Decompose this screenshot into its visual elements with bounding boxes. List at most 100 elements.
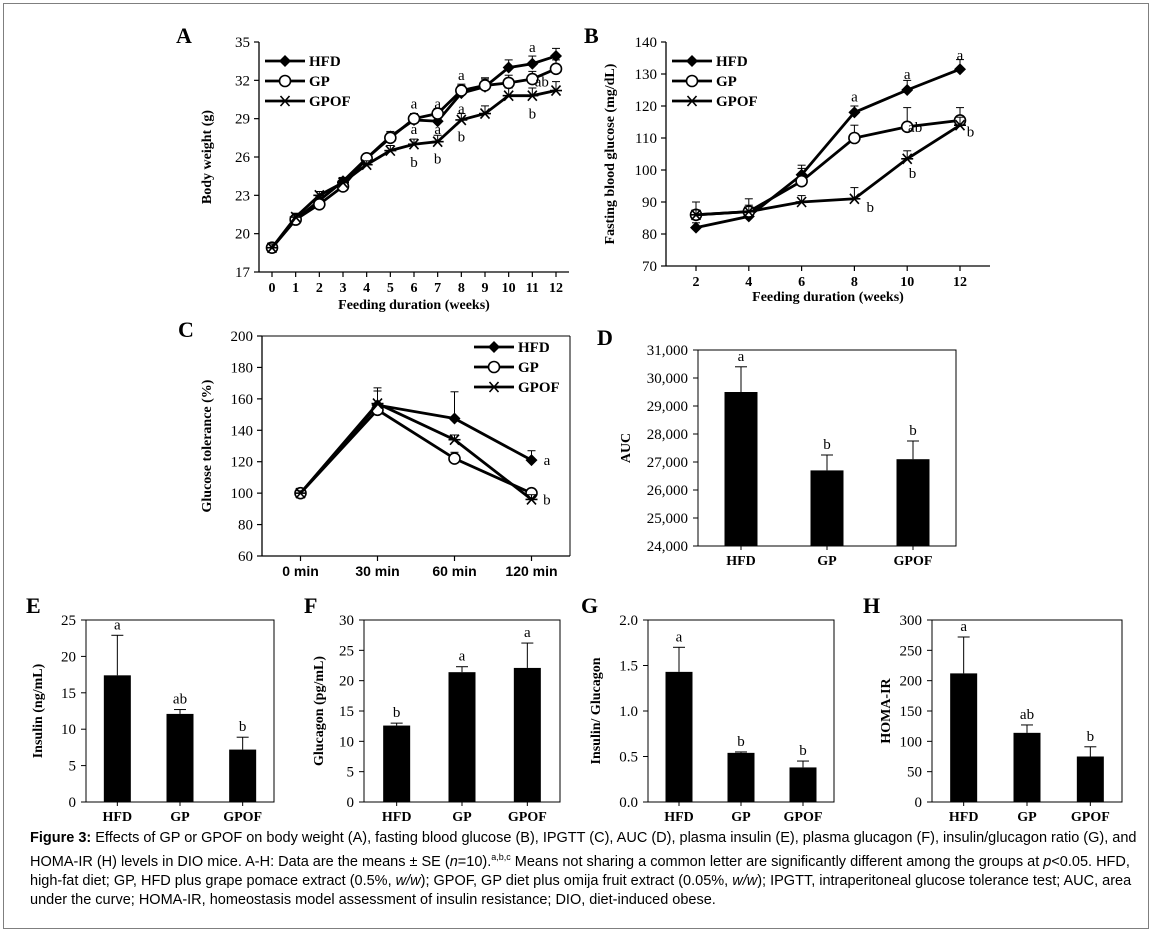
data-point-gpof-a: [289, 211, 302, 223]
significance-letter-e: ab: [173, 692, 187, 708]
y-tick-label-c: 120: [231, 455, 254, 471]
panel-d: D 24,000 25,000 26,000 27,000 28,000 29,000 30,…: [597, 325, 957, 569]
legend-marker-hfd-a: [279, 55, 291, 67]
y-tick-label-b: 70: [642, 259, 657, 275]
y-tick-label-f: 10: [339, 734, 354, 750]
y-tick-label-b: 80: [642, 227, 657, 243]
x-tick-label-b: 8: [851, 275, 858, 290]
data-point-hfd-c: [448, 412, 461, 425]
x-tick-label-d: HFD: [726, 554, 756, 569]
y-tick-label-c: 60: [238, 549, 253, 565]
significance-letter-a: ab: [535, 75, 549, 91]
panel-label-h: H: [863, 593, 880, 618]
significance-letter-a: a: [434, 122, 441, 138]
bar-gpof-f: [513, 667, 541, 802]
y-tick-label-e: 15: [61, 686, 76, 702]
significance-letter-b: a: [851, 89, 858, 105]
data-point-gpof-a-stroke: [479, 108, 491, 120]
x-tick-label-a: 6: [411, 281, 418, 296]
y-tick-label-a: 29: [235, 112, 250, 128]
x-tick-label-a: 2: [316, 281, 323, 296]
data-point-gp-b: [795, 174, 808, 188]
y-tick-label-b: 100: [635, 163, 658, 179]
caption-text: Means not sharing a common letter are si…: [510, 853, 1044, 870]
data-point-gpof-b: [690, 209, 702, 221]
legend-marker-gp-b: [685, 74, 699, 88]
data-point-gp-a: [407, 112, 421, 125]
y-tick-label-b: 130: [635, 67, 658, 83]
panel-label-d: D: [597, 325, 613, 350]
legend-label-gp-b: GP: [716, 74, 737, 90]
significance-letter-a: a: [529, 40, 536, 56]
series-line-hfd-c: [299, 403, 533, 495]
y-tick-label-b: 120: [635, 99, 658, 115]
series-line-gp-c: [299, 408, 533, 495]
significance-letter-a: b: [458, 130, 466, 146]
caption-text: ); IPGTT, intraperitoneal glucose tolera…: [30, 872, 1132, 908]
data-point-gpof-a-stroke: [314, 189, 325, 201]
legend-label-hfd-c: HFD: [518, 340, 550, 356]
x-tick-label-c: 120 min: [505, 563, 557, 579]
significance-letter-g: a: [676, 629, 683, 645]
bar-hfd-d: [724, 392, 758, 546]
data-point-hfd-a: [526, 57, 539, 70]
data-point-gpof-b-stroke: [902, 153, 913, 165]
y-tick-label-a: 26: [235, 150, 251, 166]
data-point-gpof-a-stroke: [503, 90, 514, 102]
x-tick-label-f: HFD: [382, 810, 412, 825]
y-tick-label-d: 26,000: [647, 483, 688, 499]
y-tick-label-g: 1.0: [619, 704, 638, 720]
legend-label-gp-a: GP: [309, 74, 330, 90]
series-line-gpof-b: [695, 124, 961, 217]
legend-label-gp-c: GP: [518, 360, 539, 376]
panel-label-e: E: [26, 593, 41, 618]
x-tick-label-a: 8: [458, 281, 465, 296]
y-axis-title-b: Fasting blood glucose (mg/dL): [603, 63, 618, 244]
data-point-gp-a: [526, 72, 539, 86]
x-tick-label-h: GP: [1017, 810, 1037, 825]
y-tick-label-c: 180: [231, 360, 254, 376]
y-tick-label-d: 28,000: [647, 427, 688, 443]
data-point-gp-a: [384, 131, 397, 145]
y-tick-label-f: 20: [339, 674, 354, 690]
y-tick-label-f: 25: [339, 643, 354, 659]
y-tick-label-c: 140: [231, 423, 254, 439]
data-point-gpof-a-stroke: [432, 136, 443, 148]
x-tick-label-d: GPOF: [894, 554, 933, 569]
data-point-gpof-c: [448, 434, 461, 446]
data-point-gpof-b: [848, 193, 861, 205]
bar-hfd-h: [950, 673, 978, 802]
y-tick-label-h: 150: [900, 704, 923, 720]
legend-marker-gp-a: [278, 74, 292, 88]
significance-letter-a: a: [458, 68, 465, 84]
significance-letter-a: b: [434, 151, 442, 167]
y-tick-label-b: 140: [635, 35, 658, 51]
data-point-gpof-a: [550, 85, 562, 97]
significance-letter-d: b: [909, 423, 917, 439]
legend-marker-gp-c: [487, 360, 501, 374]
data-point-gpof-a-stroke: [290, 211, 301, 223]
x-tick-label-g: HFD: [664, 810, 694, 825]
caption-text: ); GPOF, GP diet plus omija fruit extrac…: [420, 872, 733, 889]
significance-letter-c: b: [543, 492, 551, 508]
panel-label-f: F: [304, 593, 317, 618]
caption-text: w/w: [732, 872, 758, 889]
caption-text: =10).: [457, 853, 492, 870]
significance-letter-e: a: [114, 617, 121, 633]
legend-marker-gpof-a: [279, 95, 291, 107]
data-point-gpof-a-stroke: [361, 159, 372, 171]
significance-letter-a: b: [410, 155, 418, 171]
data-point-gpof-c-stroke: [372, 398, 383, 410]
data-point-gpof-a: [455, 114, 468, 126]
x-tick-label-e: GP: [170, 810, 190, 825]
significance-letter-f: a: [524, 625, 531, 641]
significance-letter-d: a: [738, 349, 745, 365]
data-point-hfd-b: [690, 221, 702, 234]
y-tick-label-c: 80: [238, 518, 253, 534]
y-tick-label-g: 0.5: [619, 750, 638, 766]
legend-marker-hfd-c: [488, 341, 500, 353]
data-point-gpof-a: [266, 242, 278, 254]
data-point-gpof-a-stroke: [550, 85, 562, 97]
